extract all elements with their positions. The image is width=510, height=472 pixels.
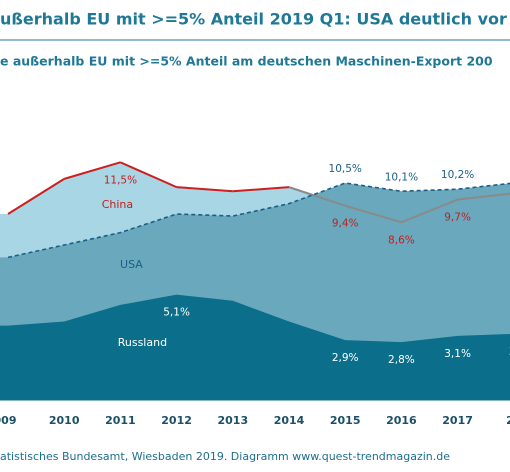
china-line-segment [7,178,65,215]
x-tick-label: 2016 [386,414,417,427]
series-name: China [102,198,133,211]
china-line-segment [176,186,233,193]
value-label: 11,5% [104,174,137,186]
value-label: 10,1% [385,171,418,183]
x-tick-label: 20 [506,414,510,427]
china-line-segment [232,186,290,193]
value-label: 8,6% [388,234,415,246]
value-label: 3, [509,346,510,358]
china-line-segment [119,161,178,189]
x-tick-label: 2015 [330,414,361,427]
series-name: USA [120,258,143,271]
value-label: 2,8% [388,354,415,366]
china-line-segment [457,192,510,201]
china-line-segment [344,204,402,224]
value-label: 10,5% [329,163,362,175]
x-tick-label: 2011 [105,414,136,427]
source: atistisches Bundesamt, Wiesbaden 2019. D… [0,450,450,463]
value-label: 3,1% [444,348,471,360]
usa-line [7,182,510,259]
china-line-segment [63,161,121,180]
x-tick-label: 2010 [49,414,80,427]
china-line-segment [288,186,346,207]
x-tick-label: 009 [0,414,16,427]
value-label: 5,1% [163,307,190,319]
value-label: 2,9% [332,352,359,364]
value-label: 9,4% [332,218,359,230]
series-name: Russland [118,336,167,349]
value-label: 10,2% [441,169,474,181]
value-label: 9,7% [444,212,471,224]
area [0,294,510,400]
x-tick-label: 2012 [161,414,192,427]
chart-title: ußerhalb EU mit >=5% Anteil 2019 Q1: USA… [0,10,510,29]
x-tick-label: 2017 [442,414,473,427]
x-tick-label: 2014 [274,414,305,427]
x-tick-label: 2013 [217,414,248,427]
china-line-segment [401,198,458,224]
chart-subtitle: e außerhalb EU mit >=5% Anteil am deutsc… [0,54,493,69]
